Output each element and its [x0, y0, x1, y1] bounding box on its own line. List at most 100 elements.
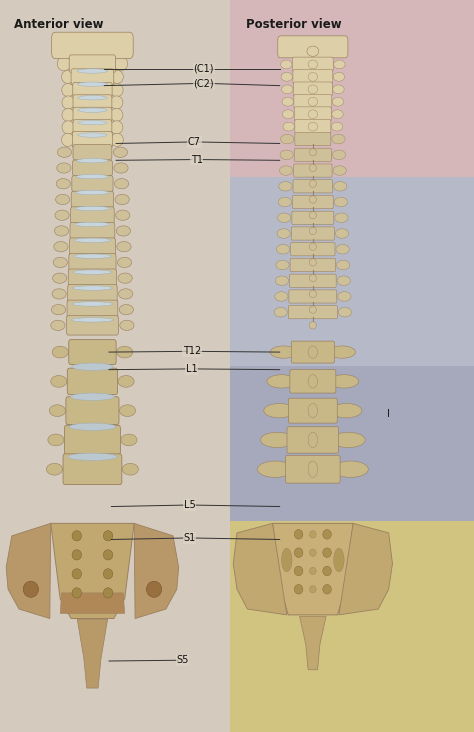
Ellipse shape — [331, 122, 343, 131]
Ellipse shape — [308, 432, 318, 447]
Bar — [0, 0, 230, 732]
FancyBboxPatch shape — [69, 340, 116, 365]
Ellipse shape — [118, 376, 134, 387]
Ellipse shape — [278, 197, 292, 206]
FancyBboxPatch shape — [292, 211, 334, 224]
Polygon shape — [6, 523, 51, 619]
Text: Posterior view: Posterior view — [246, 18, 342, 31]
FancyBboxPatch shape — [288, 398, 337, 423]
FancyBboxPatch shape — [71, 69, 114, 85]
Bar — [230, 177, 474, 366]
Ellipse shape — [308, 346, 318, 358]
Ellipse shape — [308, 85, 318, 94]
Ellipse shape — [55, 225, 69, 236]
Ellipse shape — [53, 273, 67, 283]
Ellipse shape — [52, 346, 68, 358]
Ellipse shape — [257, 461, 293, 477]
Ellipse shape — [114, 163, 128, 173]
Ellipse shape — [308, 403, 318, 418]
FancyBboxPatch shape — [68, 285, 117, 303]
Ellipse shape — [117, 242, 131, 252]
FancyBboxPatch shape — [290, 370, 336, 393]
Ellipse shape — [333, 461, 368, 477]
Ellipse shape — [331, 403, 362, 418]
Ellipse shape — [73, 254, 111, 258]
FancyBboxPatch shape — [70, 223, 115, 239]
Ellipse shape — [309, 290, 317, 297]
Ellipse shape — [282, 85, 293, 94]
Ellipse shape — [77, 69, 108, 73]
FancyBboxPatch shape — [64, 425, 120, 455]
Ellipse shape — [119, 305, 134, 315]
Ellipse shape — [337, 276, 350, 285]
Ellipse shape — [281, 72, 292, 81]
Ellipse shape — [309, 274, 317, 282]
Ellipse shape — [294, 567, 303, 575]
FancyBboxPatch shape — [295, 119, 331, 134]
Ellipse shape — [323, 584, 331, 594]
Ellipse shape — [309, 243, 317, 250]
Ellipse shape — [279, 182, 292, 191]
Ellipse shape — [267, 375, 296, 388]
FancyBboxPatch shape — [73, 82, 112, 97]
Ellipse shape — [55, 210, 69, 220]
Ellipse shape — [72, 531, 82, 541]
Ellipse shape — [23, 581, 38, 597]
Bar — [230, 366, 474, 521]
Ellipse shape — [275, 276, 289, 285]
Ellipse shape — [308, 375, 318, 388]
Ellipse shape — [309, 258, 317, 266]
Ellipse shape — [310, 531, 316, 538]
FancyBboxPatch shape — [73, 94, 112, 110]
FancyBboxPatch shape — [67, 300, 118, 319]
Ellipse shape — [329, 375, 359, 388]
Ellipse shape — [274, 307, 287, 317]
Ellipse shape — [78, 132, 107, 138]
Ellipse shape — [78, 95, 107, 100]
Ellipse shape — [78, 108, 107, 113]
Polygon shape — [233, 523, 287, 615]
FancyBboxPatch shape — [294, 94, 332, 109]
Text: C7: C7 — [188, 137, 201, 147]
Ellipse shape — [72, 569, 82, 579]
Ellipse shape — [110, 121, 123, 134]
Ellipse shape — [309, 180, 317, 187]
Ellipse shape — [62, 83, 74, 97]
Text: T12: T12 — [183, 346, 201, 356]
Ellipse shape — [122, 463, 138, 475]
FancyBboxPatch shape — [293, 179, 333, 193]
Ellipse shape — [310, 586, 316, 593]
FancyBboxPatch shape — [66, 315, 118, 335]
FancyBboxPatch shape — [63, 454, 122, 485]
Ellipse shape — [309, 227, 317, 234]
Ellipse shape — [309, 212, 317, 219]
Ellipse shape — [69, 423, 116, 430]
Ellipse shape — [308, 110, 318, 119]
FancyBboxPatch shape — [290, 258, 336, 272]
Ellipse shape — [281, 60, 292, 69]
Ellipse shape — [335, 213, 348, 223]
Ellipse shape — [119, 405, 136, 417]
Ellipse shape — [309, 149, 317, 156]
FancyBboxPatch shape — [292, 195, 333, 209]
Ellipse shape — [62, 133, 74, 146]
Ellipse shape — [110, 108, 123, 122]
Ellipse shape — [274, 291, 288, 301]
Ellipse shape — [294, 530, 303, 539]
Ellipse shape — [282, 97, 293, 106]
FancyBboxPatch shape — [285, 455, 340, 483]
Ellipse shape — [72, 302, 113, 306]
Polygon shape — [134, 523, 179, 619]
FancyBboxPatch shape — [295, 132, 331, 146]
Ellipse shape — [111, 133, 123, 146]
Ellipse shape — [113, 147, 128, 157]
Ellipse shape — [51, 320, 65, 330]
Polygon shape — [300, 616, 326, 670]
Ellipse shape — [57, 163, 71, 173]
Ellipse shape — [68, 453, 117, 460]
Text: (C2): (C2) — [193, 78, 214, 89]
Ellipse shape — [116, 210, 130, 220]
Ellipse shape — [333, 72, 345, 81]
Ellipse shape — [75, 190, 109, 195]
Ellipse shape — [72, 588, 82, 598]
